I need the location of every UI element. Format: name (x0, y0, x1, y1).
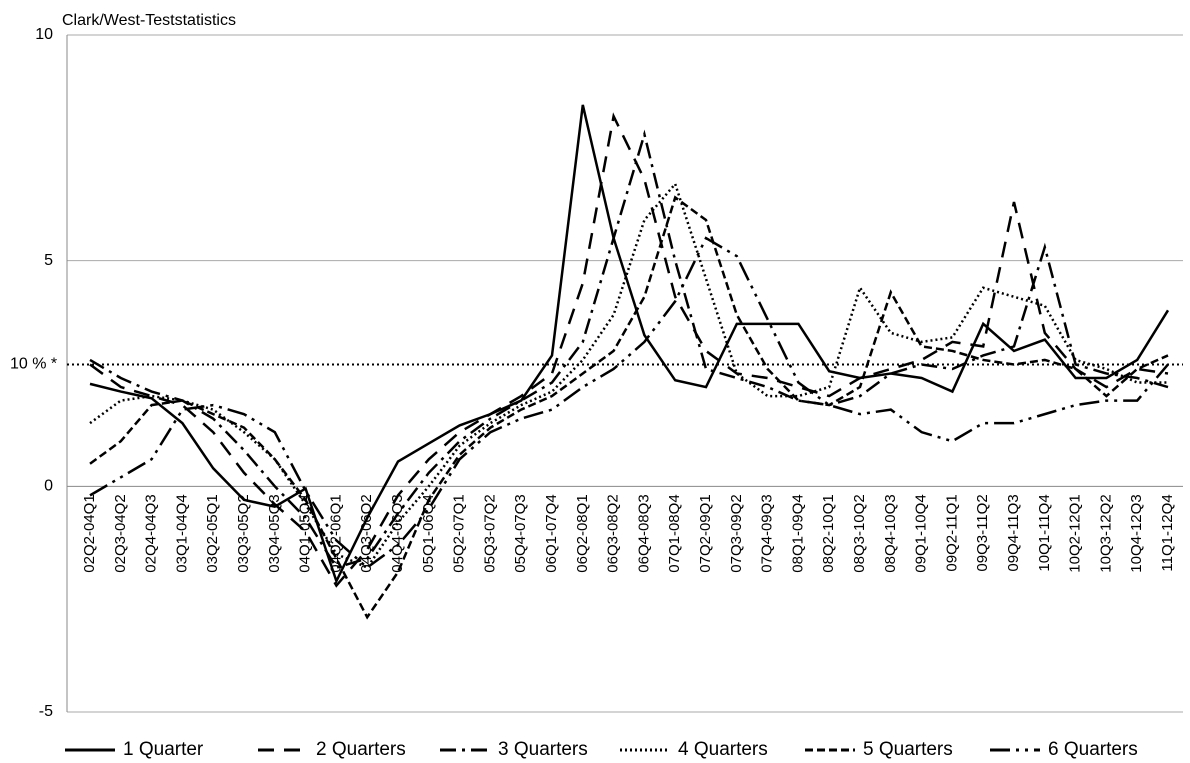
x-tick-label: 08Q1-09Q4 (789, 494, 806, 572)
x-tick-label: 06Q2-08Q1 (574, 494, 591, 572)
series-line (89, 236, 1169, 570)
x-tick-label: 08Q3-10Q2 (851, 494, 868, 572)
x-tick-label: 03Q3-05Q2 (235, 494, 252, 572)
x-tick-label: 09Q3-11Q2 (974, 494, 991, 571)
series-line (89, 195, 1169, 620)
x-tick-label: 10Q2-12Q1 (1067, 494, 1084, 572)
x-tick-label: 11Q1-12Q4 (1159, 494, 1176, 571)
x-tick-label: 07Q1-08Q4 (666, 494, 683, 572)
x-tick-label: 03Q2-05Q1 (204, 494, 221, 572)
x-tick-label: 08Q4-10Q3 (882, 494, 899, 572)
x-tick-label: 09Q1-10Q4 (913, 494, 930, 572)
x-tick-label: 06Q3-08Q2 (605, 494, 622, 572)
x-tick-label: 07Q3-09Q2 (728, 494, 745, 572)
x-tick-label: 05Q3-07Q2 (481, 494, 498, 572)
series-line (89, 129, 1169, 570)
x-tick-label: 09Q2-11Q1 (943, 494, 960, 571)
x-tick-label: 08Q2-10Q1 (820, 494, 837, 572)
x-tick-label: 03Q4-05Q3 (266, 494, 283, 572)
legend-label: 5 Quarters (863, 739, 953, 760)
x-tick-label: 04Q1-05Q4 (297, 494, 314, 572)
x-tick-label: 07Q2-09Q1 (697, 494, 714, 572)
y-tick-label: 10 (35, 26, 53, 43)
x-tick-label: 10Q3-12Q2 (1097, 494, 1114, 572)
x-tick-label: 09Q4-11Q3 (1005, 494, 1022, 571)
legend-label: 4 Quarters (678, 739, 768, 760)
legend-label: 1 Quarter (123, 739, 204, 760)
x-tick-label: 04Q3-06Q2 (358, 494, 375, 572)
threshold-label: 10 % * (10, 356, 57, 373)
x-tick-label: 10Q4-12Q3 (1128, 494, 1145, 572)
legend-label: 2 Quarters (316, 739, 406, 760)
x-tick-label: 06Q1-07Q4 (543, 494, 560, 572)
y-tick-label: -5 (39, 703, 53, 720)
x-tick-label: 10Q1-11Q4 (1036, 494, 1053, 571)
x-tick-label: 05Q4-07Q3 (512, 494, 529, 572)
x-tick-label: 07Q4-09Q3 (759, 494, 776, 572)
x-tick-label: 06Q4-08Q3 (635, 494, 652, 572)
legend-label: 6 Quarters (1048, 739, 1138, 760)
x-tick-label: 04Q4-06Q3 (389, 494, 406, 572)
x-tick-label: 04Q2-06Q1 (327, 494, 344, 572)
chart-title: Clark/West-Teststatistics (62, 12, 236, 29)
y-tick-label: 0 (44, 478, 53, 495)
x-tick-label: 02Q4-04Q3 (143, 494, 160, 572)
x-tick-label: 05Q2-07Q1 (451, 494, 468, 572)
x-tick-label: 02Q2-04Q1 (81, 494, 98, 572)
series-line (89, 112, 1169, 588)
series-line (89, 181, 1168, 570)
x-tick-label: 03Q1-04Q4 (173, 494, 190, 572)
legend-label: 3 Quarters (498, 739, 588, 760)
x-tick-label: 02Q3-04Q2 (112, 494, 129, 572)
series-line (89, 104, 1170, 585)
y-tick-label: 5 (44, 252, 53, 269)
x-tick-label: 05Q1-06Q4 (420, 494, 437, 572)
